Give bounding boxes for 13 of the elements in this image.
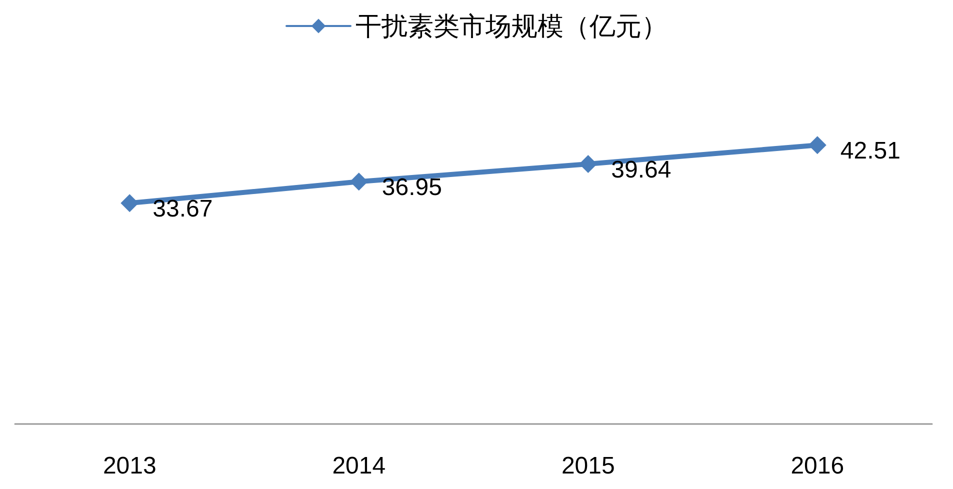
x-tick-label: 2013	[102, 452, 156, 480]
x-tick-label: 2014	[332, 452, 386, 480]
data-label: 42.51	[840, 138, 900, 165]
data-label: 33.67	[152, 196, 213, 223]
point	[579, 154, 598, 173]
x-tick-label: 2015	[561, 452, 615, 480]
data-label: 39.64	[611, 156, 672, 184]
point	[350, 172, 368, 191]
point	[808, 136, 826, 154]
legend-label: 干扰素类市场规模（亿元）	[356, 11, 668, 41]
x-tick-label: 2016	[790, 452, 844, 480]
data-label: 36.95	[382, 174, 442, 202]
point	[120, 194, 139, 212]
